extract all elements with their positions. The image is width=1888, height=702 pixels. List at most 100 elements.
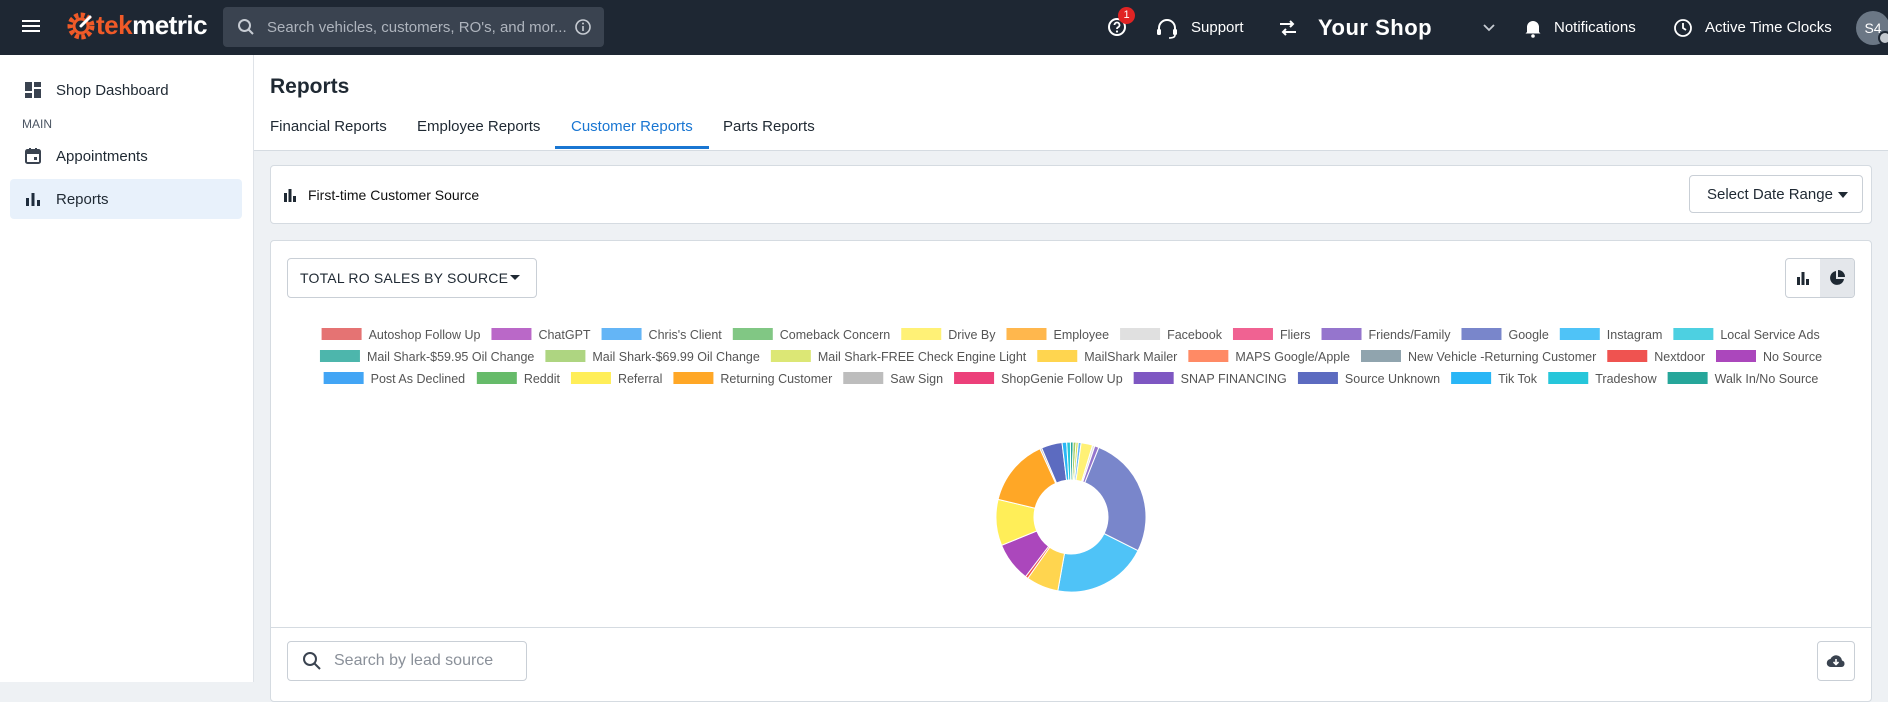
- legend-swatch[interactable]: [732, 328, 773, 340]
- legend-swatch[interactable]: [1232, 328, 1273, 340]
- legend-swatch[interactable]: [954, 372, 995, 384]
- legend-swatch[interactable]: [321, 328, 362, 340]
- legend-swatch[interactable]: [1360, 350, 1401, 362]
- legend-label[interactable]: Mail Shark-$69.99 Oil Change: [592, 350, 759, 364]
- legend-label[interactable]: MAPS Google/Apple: [1235, 350, 1350, 364]
- legend-label[interactable]: SNAP FINANCING: [1181, 372, 1287, 386]
- legend-swatch[interactable]: [1006, 328, 1047, 340]
- support-button[interactable]: Support: [1155, 0, 1244, 55]
- legend-label[interactable]: Comeback Concern: [780, 328, 891, 342]
- pie-chart-toggle[interactable]: [1820, 259, 1854, 297]
- active-time-clocks-button[interactable]: Active Time Clocks: [1673, 0, 1832, 55]
- legend-swatch[interactable]: [1188, 350, 1229, 362]
- pie-slice-google[interactable]: [1084, 446, 1147, 552]
- legend-label[interactable]: Mail Shark-FREE Check Engine Light: [818, 350, 1027, 364]
- global-search-input[interactable]: [265, 17, 569, 37]
- top-bar: tekmetric 1 Support Your Shop Notificati…: [0, 0, 1888, 55]
- legend-swatch[interactable]: [476, 372, 517, 384]
- pie-slice-friends-family[interactable]: [1082, 445, 1100, 484]
- tab-financial-reports[interactable]: Financial Reports: [270, 118, 387, 135]
- legend-label[interactable]: Employee: [1053, 328, 1109, 342]
- legend-label[interactable]: Source Unknown: [1345, 372, 1440, 386]
- legend-swatch[interactable]: [601, 328, 642, 340]
- legend-swatch[interactable]: [570, 372, 611, 384]
- legend-swatch[interactable]: [1451, 372, 1492, 384]
- legend-label[interactable]: New Vehicle -Returning Customer: [1408, 350, 1596, 364]
- legend-label[interactable]: Friends/Family: [1369, 328, 1452, 342]
- headset-icon: [1157, 18, 1177, 39]
- legend-label[interactable]: Chris's Client: [649, 328, 723, 342]
- avatar[interactable]: S4: [1856, 11, 1888, 45]
- legend-swatch[interactable]: [323, 372, 364, 384]
- legend-swatch[interactable]: [673, 372, 714, 384]
- legend-swatch[interactable]: [319, 350, 360, 362]
- legend-swatch[interactable]: [901, 328, 942, 340]
- date-range-select[interactable]: Select Date Range: [1689, 175, 1863, 213]
- pie-chart-icon: [1830, 270, 1845, 285]
- tab-customer-reports[interactable]: Customer Reports: [571, 118, 693, 135]
- chevron-down-icon: [1483, 23, 1495, 31]
- legend-swatch[interactable]: [1667, 372, 1708, 384]
- legend-label[interactable]: Returning Customer: [720, 372, 832, 386]
- legend-label[interactable]: Post As Declined: [371, 372, 466, 386]
- metric-select[interactable]: TOTAL RO SALES BY SOURCE: [287, 258, 537, 298]
- notifications-button[interactable]: Notifications: [1524, 0, 1636, 55]
- download-button[interactable]: [1817, 641, 1855, 681]
- metric-label: TOTAL RO SALES BY SOURCE: [300, 270, 509, 286]
- switch-shop-button[interactable]: Your Shop: [1278, 0, 1508, 55]
- legend-label[interactable]: Referral: [618, 372, 662, 386]
- info-icon[interactable]: [574, 18, 592, 36]
- legend-label[interactable]: Reddit: [524, 372, 561, 386]
- legend-swatch[interactable]: [545, 350, 586, 362]
- bar-chart-toggle[interactable]: [1786, 259, 1820, 297]
- support-label: Support: [1191, 19, 1244, 36]
- legend-label[interactable]: Mail Shark-$59.95 Oil Change: [367, 350, 534, 364]
- legend-swatch[interactable]: [843, 372, 884, 384]
- sidebar-item-appointments[interactable]: Appointments: [10, 136, 242, 176]
- divider: [271, 627, 1871, 628]
- legend-label[interactable]: Autoshop Follow Up: [369, 328, 481, 342]
- legend-label[interactable]: Tradeshow: [1595, 372, 1657, 386]
- report-title: First-time Customer Source: [308, 187, 480, 203]
- legend-label[interactable]: ChatGPT: [538, 328, 590, 342]
- tab-parts-reports[interactable]: Parts Reports: [723, 118, 815, 135]
- legend-label[interactable]: Tik Tok: [1498, 372, 1538, 386]
- legend-label[interactable]: Saw Sign: [890, 372, 943, 386]
- legend-swatch[interactable]: [1548, 372, 1589, 384]
- legend-label[interactable]: Nextdoor: [1654, 350, 1705, 364]
- legend-swatch[interactable]: [1461, 328, 1502, 340]
- legend-label[interactable]: MailShark Mailer: [1084, 350, 1177, 364]
- legend-swatch[interactable]: [491, 328, 532, 340]
- legend-label[interactable]: ShopGenie Follow Up: [1001, 372, 1123, 386]
- legend-swatch[interactable]: [770, 350, 811, 362]
- legend-swatch[interactable]: [1321, 328, 1362, 340]
- calendar-icon: [25, 148, 41, 164]
- legend-swatch[interactable]: [1120, 328, 1161, 340]
- legend-swatch[interactable]: [1133, 372, 1174, 384]
- legend-swatch[interactable]: [1559, 328, 1600, 340]
- legend-swatch[interactable]: [1673, 328, 1714, 340]
- menu-icon[interactable]: [22, 17, 42, 37]
- sidebar-item-reports[interactable]: Reports: [10, 179, 242, 219]
- legend-label[interactable]: Fliers: [1280, 328, 1311, 342]
- help-button[interactable]: 1: [1106, 7, 1135, 38]
- legend-swatch[interactable]: [1715, 350, 1756, 362]
- legend-swatch[interactable]: [1037, 350, 1078, 362]
- help-icon: [1108, 18, 1126, 36]
- legend-swatch[interactable]: [1607, 350, 1648, 362]
- lead-source-search-input[interactable]: [332, 651, 516, 671]
- legend-label[interactable]: Instagram: [1607, 328, 1663, 342]
- legend-label[interactable]: Walk In/No Source: [1715, 372, 1819, 386]
- logo[interactable]: tekmetric: [66, 10, 208, 41]
- tab-employee-reports[interactable]: Employee Reports: [417, 118, 541, 135]
- legend-label[interactable]: No Source: [1763, 350, 1822, 364]
- legend-swatch[interactable]: [1297, 372, 1338, 384]
- global-search[interactable]: [223, 7, 604, 47]
- shop-name: Your Shop: [1318, 14, 1433, 40]
- legend-label[interactable]: Facebook: [1167, 328, 1223, 342]
- legend-label[interactable]: Drive By: [948, 328, 996, 342]
- lead-source-search[interactable]: [287, 641, 527, 681]
- sidebar-item-shop-dashboard[interactable]: Shop Dashboard: [10, 70, 242, 110]
- legend-label[interactable]: Google: [1508, 328, 1548, 342]
- legend-label[interactable]: Local Service Ads: [1720, 328, 1819, 342]
